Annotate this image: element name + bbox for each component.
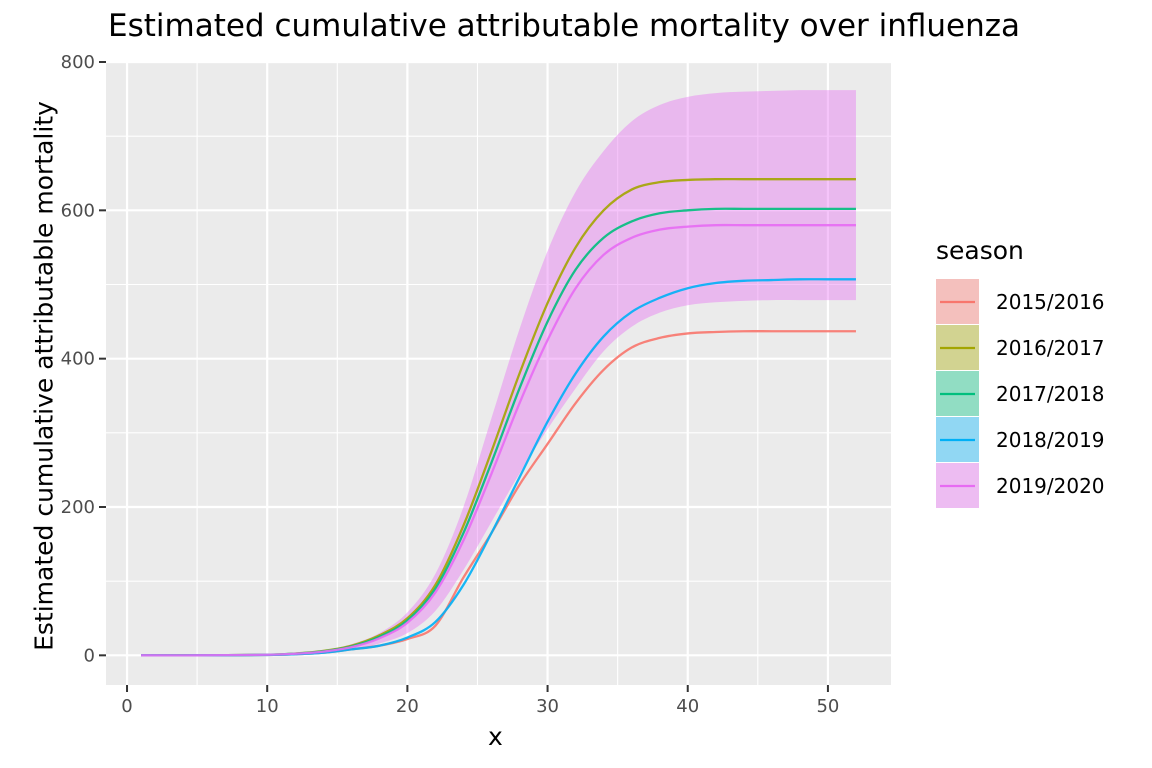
x-tick-label: 30: [536, 696, 559, 717]
major-gridlines: [106, 60, 891, 685]
legend-key-2018-2019: [936, 417, 979, 462]
x-axis-title: x: [488, 722, 503, 751]
x-tick-label: 0: [121, 696, 132, 717]
legend-key-2019-2020: [936, 463, 979, 508]
ribbon-layer: [141, 90, 856, 656]
confidence-ribbon-2019-2020: [141, 90, 856, 656]
legend-label: 2015/2016: [996, 290, 1105, 314]
x-tick-label: 10: [256, 696, 279, 717]
y-tick-label: 400: [61, 349, 95, 370]
chart-title: Estimated cumulative attributable mortal…: [108, 8, 1021, 44]
legend-label: 2017/2018: [996, 382, 1105, 406]
legend-label: 2016/2017: [996, 336, 1105, 360]
legend: 2015/2016 2016/2017 2017/2018 2018/2019 2019…: [936, 279, 1105, 508]
x-tick-label: 20: [396, 696, 419, 717]
legend-key-2016-2017: [936, 325, 979, 370]
y-tick-label: 800: [61, 52, 95, 73]
x-tick-label: 50: [816, 696, 839, 717]
legend-title: season: [936, 236, 1024, 265]
y-tick-label: 0: [84, 645, 95, 666]
x-tick-label: 40: [676, 696, 699, 717]
y-tick-label: 600: [61, 200, 95, 221]
series-lines: [141, 177, 856, 657]
legend-key-2015-2016: [936, 279, 979, 324]
legend-key-2017-2018: [936, 371, 979, 416]
y-tick-label: 200: [61, 497, 95, 518]
legend-label: 2018/2019: [996, 428, 1105, 452]
legend-label: 2019/2020: [996, 474, 1105, 498]
series-line-2019-2020: [141, 223, 856, 657]
minor-gridlines: [106, 62, 891, 685]
axes: 0 10 20 30 40 50 0 200 400 600 800: [61, 52, 840, 717]
